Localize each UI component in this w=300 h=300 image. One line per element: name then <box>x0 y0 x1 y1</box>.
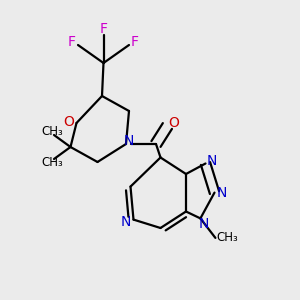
Text: N: N <box>206 154 217 168</box>
Text: F: F <box>100 22 107 36</box>
Text: N: N <box>121 215 131 229</box>
Text: F: F <box>131 35 139 49</box>
Text: CH₃: CH₃ <box>42 124 63 138</box>
Text: N: N <box>217 186 227 200</box>
Text: N: N <box>198 217 208 231</box>
Text: CH₃: CH₃ <box>42 156 63 170</box>
Text: O: O <box>64 115 74 128</box>
Text: N: N <box>124 134 134 148</box>
Text: CH₃: CH₃ <box>216 231 238 244</box>
Text: O: O <box>168 116 179 130</box>
Text: F: F <box>68 35 76 49</box>
